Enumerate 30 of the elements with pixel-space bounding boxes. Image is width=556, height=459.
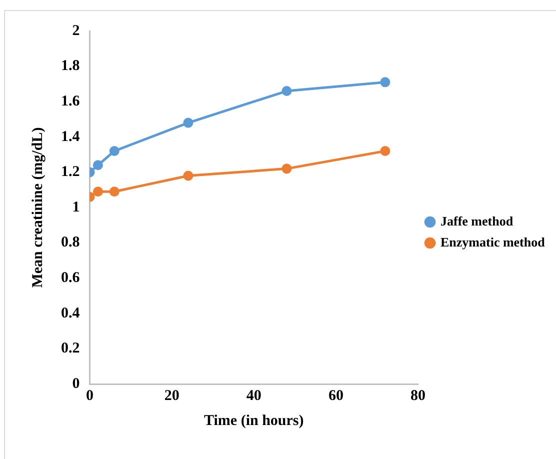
point (109, 186, 120, 197)
y-axis-title: Mean creatinine (mg/dL) (30, 127, 46, 288)
legend-label: Jaffe method (440, 213, 514, 228)
point (92, 186, 103, 197)
y-tick-label: 1.4 (61, 128, 80, 145)
x-axis-title: Time (in hours) (204, 412, 304, 429)
point (109, 146, 120, 156)
x-tick-label: 80 (410, 388, 426, 404)
y-tick-label: 1.8 (61, 58, 80, 74)
y-tick-label: 0 (72, 376, 80, 392)
y-tick-label: 0.8 (61, 234, 80, 251)
legend-label: Enzymatic method (440, 234, 546, 250)
point (183, 170, 194, 181)
y-tick-label: 0.2 (61, 340, 80, 357)
y-tick-label: 0.4 (61, 305, 80, 322)
y-tick-label: 1.6 (61, 93, 80, 110)
x-tick-label: 0 (86, 388, 94, 404)
y-tick-label: 1.2 (61, 164, 80, 180)
x-tick-label: 60 (328, 388, 344, 404)
y-tick-label: 1 (72, 199, 80, 216)
point (282, 86, 292, 96)
y-tick-label: 2 (72, 22, 80, 39)
y-tick-label: 0.6 (61, 270, 80, 286)
point (183, 118, 194, 128)
point (380, 146, 390, 156)
x-tick-label: 40 (246, 388, 262, 404)
point (282, 164, 292, 174)
x-tick-label: 20 (164, 388, 180, 404)
point (92, 160, 103, 170)
point (380, 77, 390, 88)
